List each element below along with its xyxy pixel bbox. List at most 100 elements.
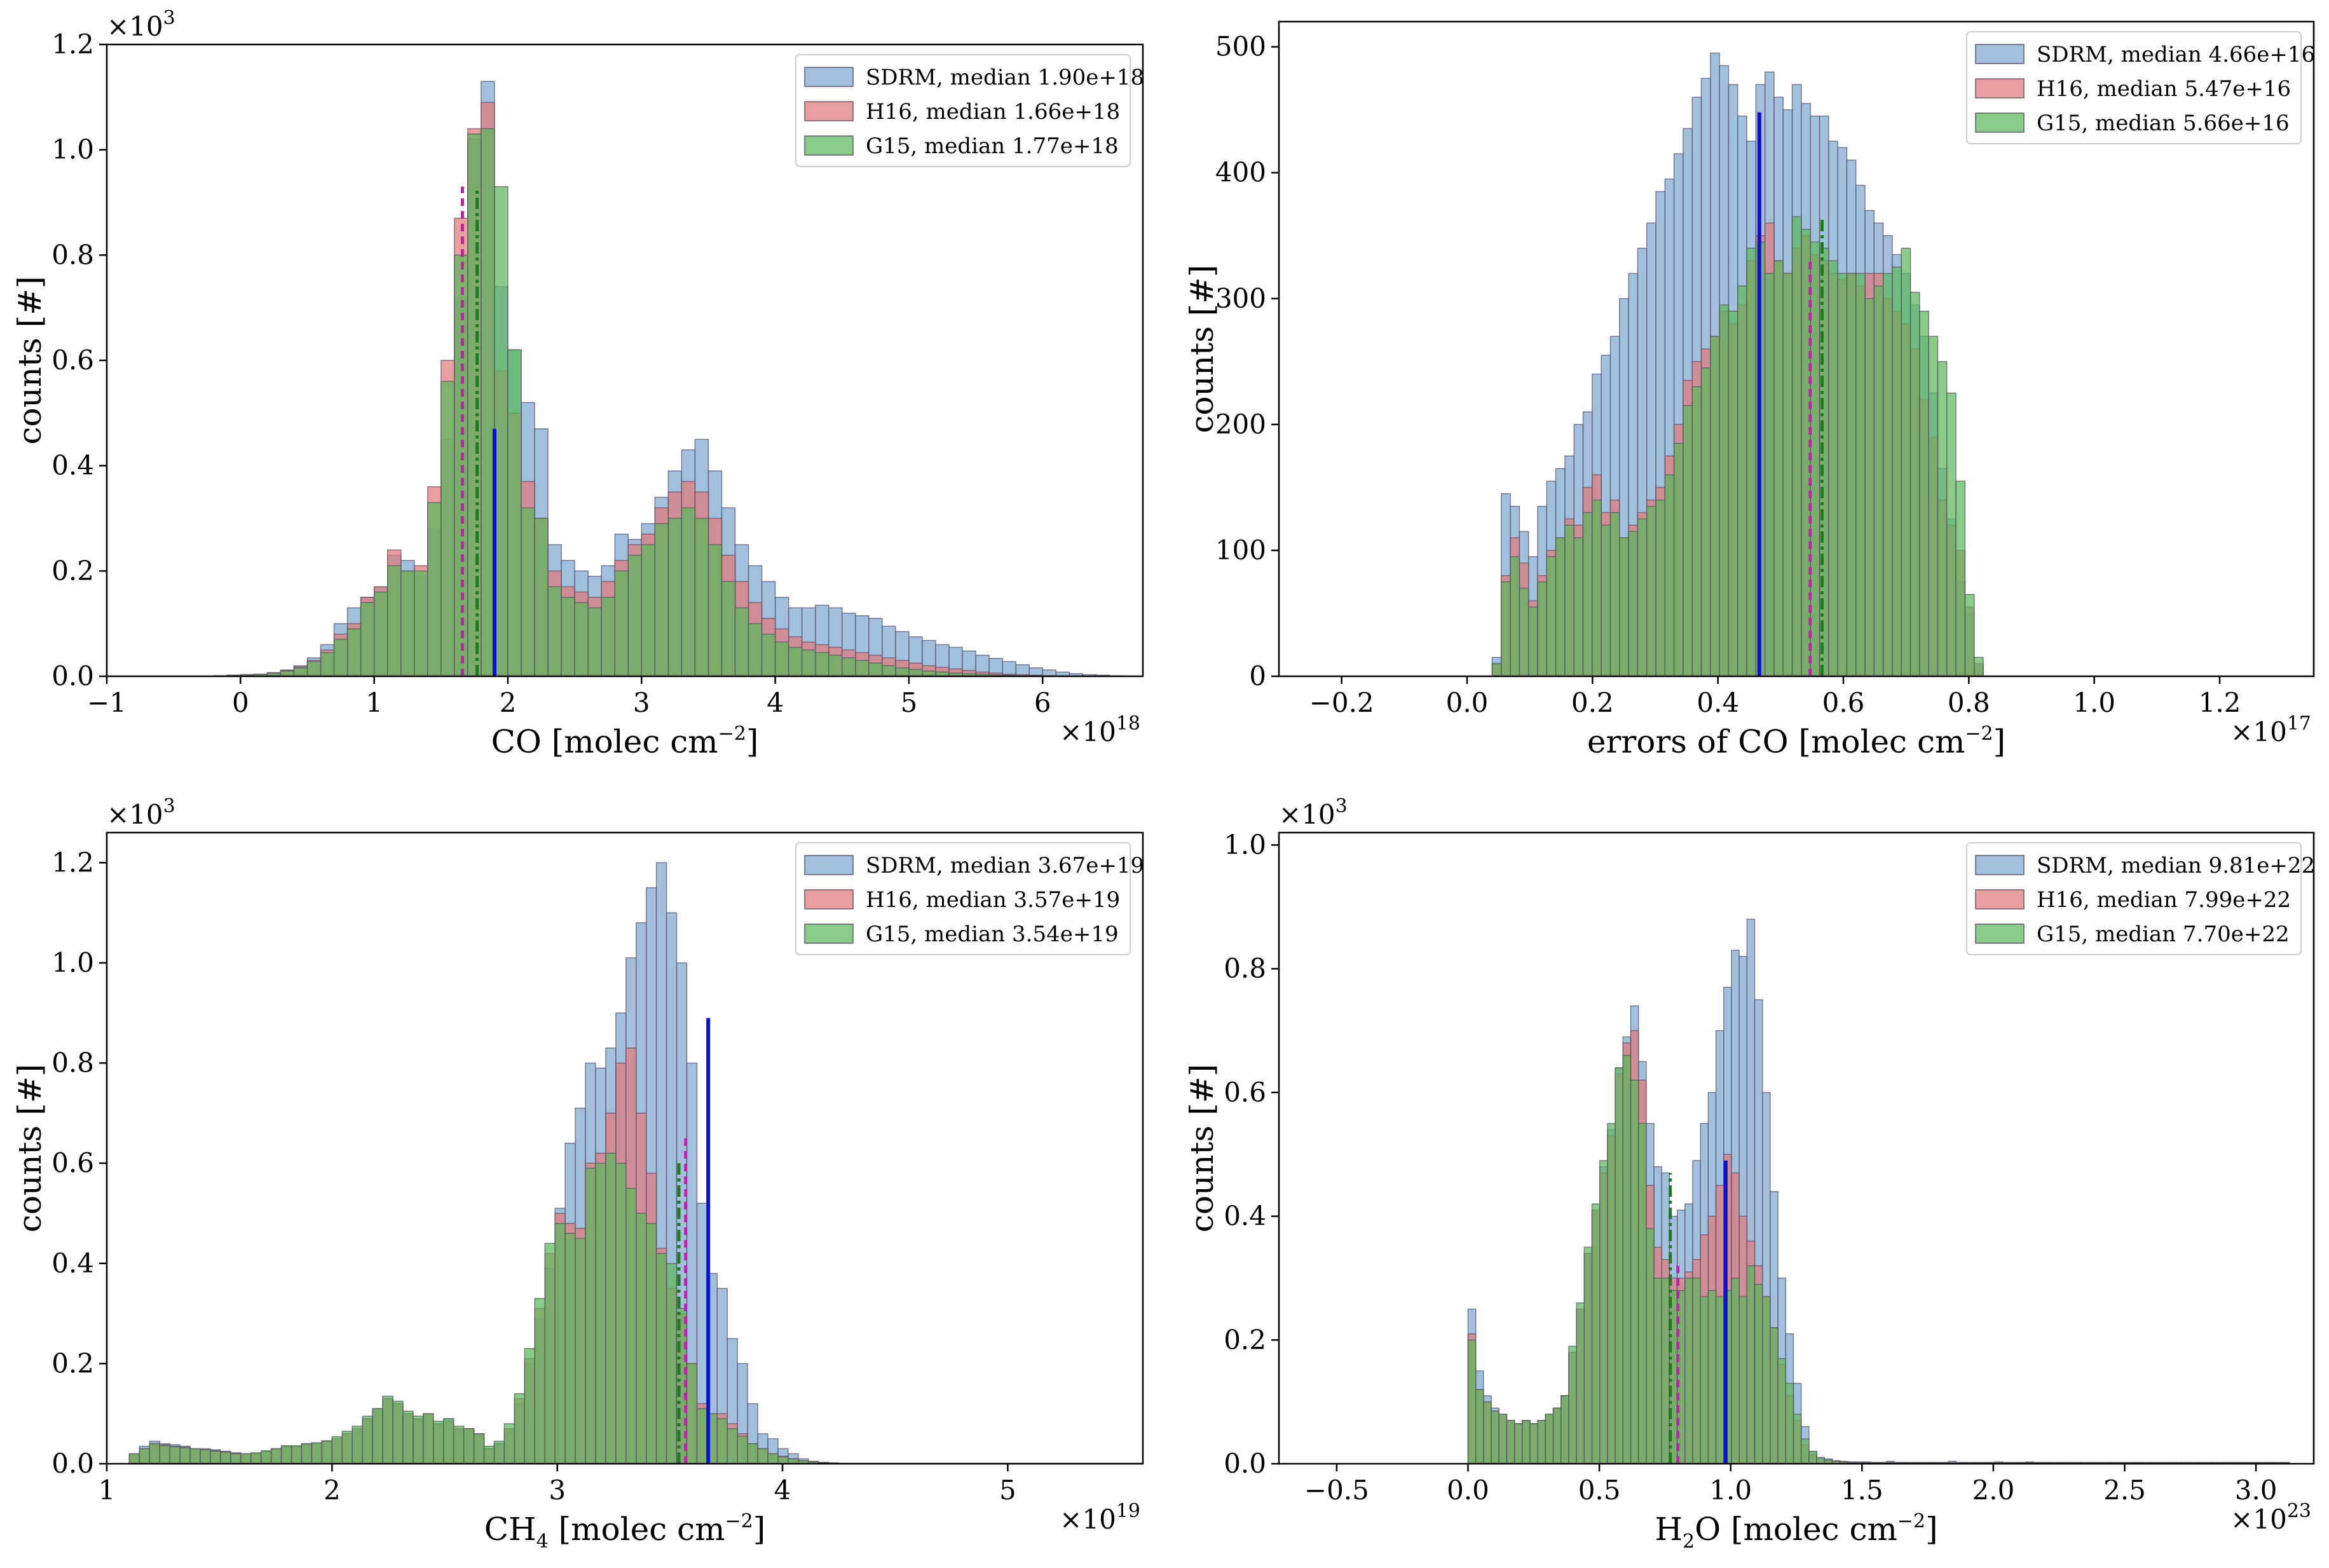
bar-g15 <box>842 657 856 676</box>
bar-g15 <box>1637 518 1648 676</box>
bar-g15 <box>494 186 509 676</box>
bar-g15 <box>372 1408 383 1464</box>
legend: SDRM, median 1.90e+18 H16, median 1.66e+1… <box>795 54 1144 167</box>
bar-g15 <box>761 634 776 676</box>
bar-g15 <box>293 667 308 676</box>
bar-g15 <box>1901 247 1911 676</box>
bar-g15 <box>855 660 870 676</box>
bar-g15 <box>686 1363 698 1464</box>
y-tick-label: 0.8 <box>1224 953 1266 984</box>
bar-g15 <box>895 667 910 676</box>
y-tick-label: 500 <box>1215 31 1266 62</box>
x-tick-label: 6 <box>1034 687 1051 718</box>
bar-g15 <box>734 607 749 676</box>
bar-g15 <box>1691 386 1702 676</box>
x-tick-label: 0.6 <box>1822 687 1865 718</box>
chart-panel-errco: −0.2 0.0 0.2 0.4 0.6 0.8 1.0 1.2 0 100 200 300 400 50… <box>1184 20 2315 760</box>
bar-g15 <box>1816 1457 1825 1464</box>
bar-g15 <box>503 1423 516 1464</box>
bar-g15 <box>333 639 348 676</box>
y-tick-label: 0.4 <box>1224 1201 1266 1232</box>
bar-g15 <box>1700 367 1711 676</box>
y-tick-label: 0.4 <box>51 450 94 481</box>
legend-swatch-h16 <box>804 101 854 121</box>
bar-g15 <box>1892 266 1902 676</box>
x-tick-label: 1.0 <box>2073 687 2115 718</box>
bar-g15 <box>362 1415 373 1464</box>
bar-g15 <box>400 570 415 676</box>
y-tick-label: 0.0 <box>51 1448 94 1479</box>
bar-g15 <box>748 623 763 676</box>
bar-g15 <box>1615 1067 1623 1464</box>
bar-g15 <box>321 1440 333 1464</box>
bar-g15 <box>200 1449 211 1464</box>
series-g15 <box>1467 1054 2290 1464</box>
bar-g15 <box>1607 1122 1616 1464</box>
bar-g15 <box>1777 1358 1786 1464</box>
bar-g15 <box>507 349 522 676</box>
bar-g15 <box>1491 663 1502 676</box>
bar-g15 <box>1731 1278 1740 1464</box>
x-tick-label: 1.0 <box>1709 1475 1752 1506</box>
bar-g15 <box>1582 512 1593 676</box>
y-tick-label: 100 <box>1215 535 1266 566</box>
bar-g15 <box>189 1448 201 1464</box>
bar-g15 <box>547 586 562 676</box>
y-axis-label: counts [#] <box>11 1064 48 1232</box>
bar-g15 <box>1630 1079 1639 1464</box>
bar-g15 <box>1737 285 1747 676</box>
bar-g15 <box>159 1445 170 1464</box>
bar-g15 <box>524 1348 535 1464</box>
y-axis-label: counts [#] <box>1184 1064 1220 1232</box>
bar-g15 <box>386 565 402 676</box>
legend-label-h16: H16, median 5.47e+16 <box>2037 76 2291 102</box>
bar-g15 <box>716 1418 728 1464</box>
bar-g15 <box>1568 1346 1577 1464</box>
bar-g15 <box>575 1237 586 1464</box>
bar-g15 <box>1764 273 1775 676</box>
legend-label-sdrm: SDRM, median 1.90e+18 <box>866 65 1144 90</box>
bar-g15 <box>681 507 696 676</box>
bar-g15 <box>169 1446 181 1464</box>
x-tick-label: 4 <box>767 687 784 718</box>
y-tick-label: 0.6 <box>51 1147 94 1178</box>
bar-g15 <box>1673 442 1684 676</box>
bar-g15 <box>801 649 816 676</box>
y-tick-label: 400 <box>1215 157 1266 188</box>
legend: SDRM, median 3.67e+19 H16, median 3.57e+1… <box>795 842 1144 955</box>
bar-g15 <box>1715 1296 1725 1464</box>
y-tick-label: 0.8 <box>51 1047 94 1079</box>
bar-g15 <box>868 662 883 676</box>
x-tick-label: 0.4 <box>1697 687 1739 718</box>
legend-label-g15: G15, median 5.66e+16 <box>2037 111 2290 136</box>
chart-panel-co: −1 0 1 2 3 4 5 6 0.0 0.2 0.4 0.6 0.8 1.0 1.2 CO [molec … <box>11 7 1144 760</box>
bar-g15 <box>564 1232 576 1464</box>
legend-swatch-g15 <box>804 135 854 156</box>
x-tick-label: 0.5 <box>1578 1475 1621 1506</box>
series-g15 <box>213 128 1056 676</box>
bar-g15 <box>585 1168 596 1464</box>
bar-g15 <box>1537 581 1548 676</box>
x-tick-label: 1.5 <box>1841 1475 1883 1506</box>
x-offset-text: ×1018 <box>1060 712 1140 747</box>
bar-g15 <box>261 1450 272 1464</box>
x-offset-text: ×1023 <box>2230 1500 2311 1535</box>
y-tick-label: 0.2 <box>51 1347 94 1379</box>
bar-g15 <box>627 554 642 676</box>
bar-g15 <box>341 1431 353 1464</box>
legend-swatch-sdrm <box>804 67 854 87</box>
bar-g15 <box>128 1453 140 1464</box>
y-tick-label: 0.4 <box>51 1248 94 1279</box>
bar-g15 <box>1653 1278 1662 1464</box>
bar-g15 <box>1864 298 1875 676</box>
bar-g15 <box>1710 336 1720 676</box>
x-axis-label: H2O [molec cm−2] <box>1655 1510 1937 1553</box>
bar-g15 <box>1561 1395 1569 1464</box>
x-tick-label: 1.2 <box>2199 687 2241 718</box>
bar-g15 <box>1510 556 1520 676</box>
legend-swatch-h16 <box>804 889 854 910</box>
bar-g15 <box>614 570 629 676</box>
y-axis-label: counts [#] <box>11 276 48 444</box>
legend: SDRM, median 4.66e+16 H16, median 5.47e+1… <box>1966 31 2315 144</box>
